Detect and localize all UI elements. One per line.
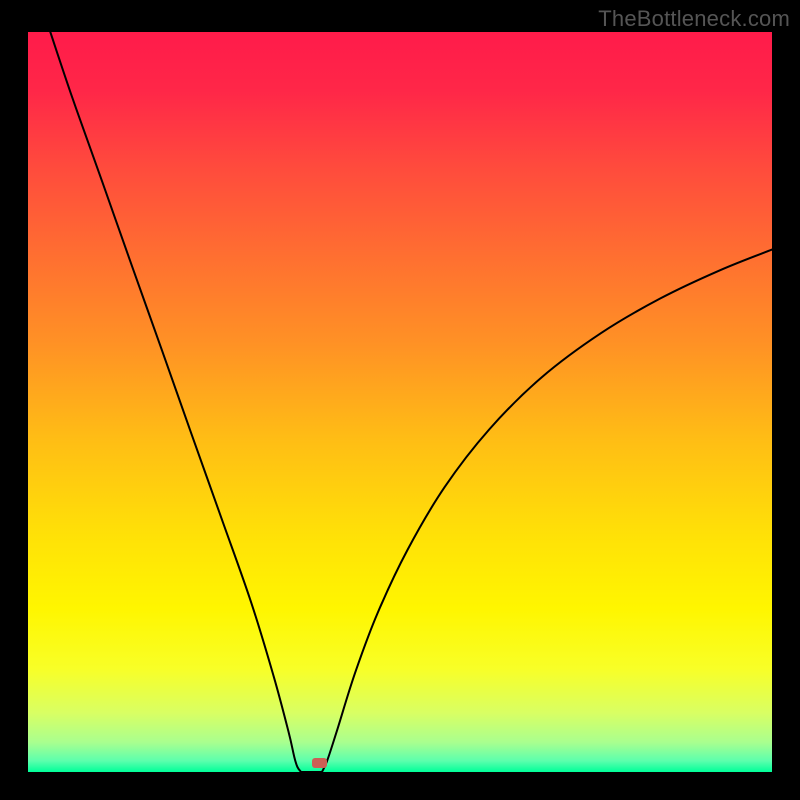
target-marker [312,758,327,768]
plot-area [28,32,772,772]
chart-container: TheBottleneck.com [0,0,800,800]
gradient-background [28,32,772,772]
watermark-text: TheBottleneck.com [598,6,790,32]
